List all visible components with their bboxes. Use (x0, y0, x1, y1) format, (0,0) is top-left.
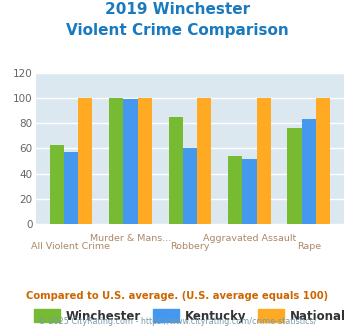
Text: Rape: Rape (297, 243, 321, 251)
Text: Violent Crime Comparison: Violent Crime Comparison (66, 23, 289, 38)
Bar (316, 98, 330, 224)
Bar (288, 128, 302, 224)
Text: Compared to U.S. average. (U.S. average equals 100): Compared to U.S. average. (U.S. average … (26, 291, 329, 301)
Text: Murder & Mans...: Murder & Mans... (90, 234, 171, 243)
Text: 2019 Winchester: 2019 Winchester (105, 2, 250, 16)
Text: © 2025 CityRating.com - https://www.cityrating.com/crime-statistics/: © 2025 CityRating.com - https://www.city… (38, 317, 317, 326)
Bar (169, 117, 183, 224)
Bar (64, 152, 78, 224)
Bar (228, 156, 242, 224)
Text: All Violent Crime: All Violent Crime (32, 243, 110, 251)
Bar (183, 148, 197, 224)
Bar (138, 98, 152, 224)
Bar (197, 98, 211, 224)
Bar (78, 98, 92, 224)
Bar (257, 98, 271, 224)
Legend: Winchester, Kentucky, National: Winchester, Kentucky, National (34, 309, 346, 323)
Text: Robbery: Robbery (170, 243, 210, 251)
Bar (123, 99, 138, 224)
Bar (242, 159, 257, 224)
Bar (109, 98, 123, 224)
Bar (302, 119, 316, 224)
Bar (50, 145, 64, 224)
Text: Aggravated Assault: Aggravated Assault (203, 234, 296, 243)
